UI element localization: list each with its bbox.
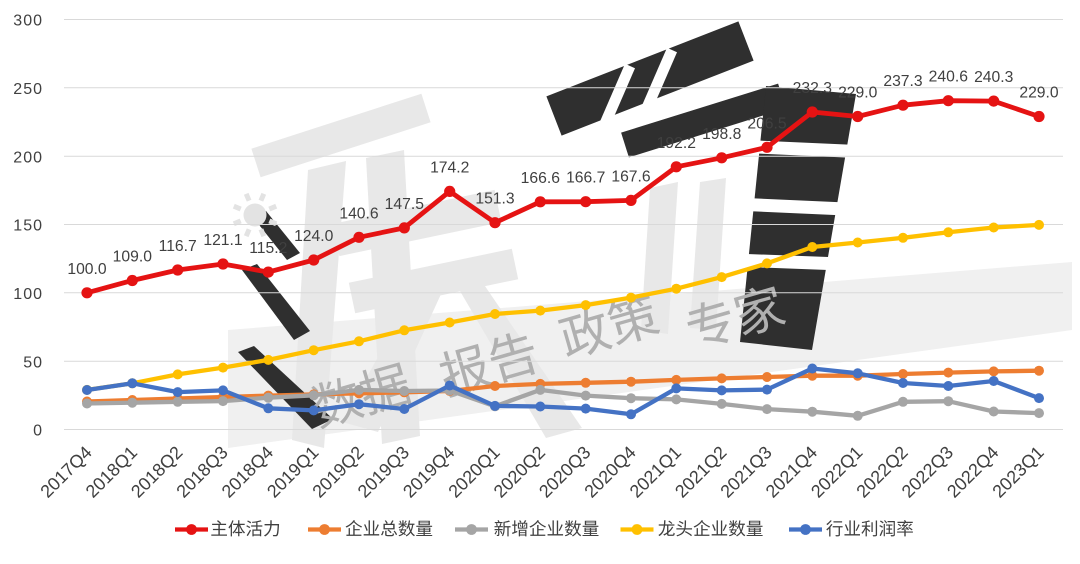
svg-text:300: 300 (13, 13, 43, 30)
svg-text:150: 150 (13, 218, 43, 235)
svg-text:198.8: 198.8 (702, 126, 742, 143)
svg-text:109.0: 109.0 (113, 249, 153, 266)
svg-text:100.0: 100.0 (67, 261, 107, 278)
svg-text:206.5: 206.5 (747, 115, 787, 132)
svg-text:229.0: 229.0 (838, 85, 878, 102)
svg-text:174.2: 174.2 (430, 159, 469, 176)
svg-text:192.2: 192.2 (657, 135, 696, 152)
svg-text:100: 100 (13, 286, 43, 303)
svg-text:151.3: 151.3 (475, 191, 515, 208)
svg-text:240.6: 240.6 (929, 69, 969, 86)
svg-text:50: 50 (23, 354, 43, 371)
svg-text:240.3: 240.3 (974, 69, 1014, 86)
svg-text:147.5: 147.5 (385, 196, 425, 213)
svg-text:200: 200 (13, 149, 43, 166)
svg-text:0: 0 (33, 423, 43, 440)
svg-text:116.7: 116.7 (159, 238, 197, 255)
svg-text:250: 250 (13, 81, 43, 98)
svg-text:115.2: 115.2 (249, 240, 287, 257)
svg-text:140.6: 140.6 (339, 205, 379, 222)
svg-text:166.6: 166.6 (521, 170, 561, 187)
svg-text:124.0: 124.0 (294, 228, 334, 245)
svg-text:167.6: 167.6 (611, 168, 651, 185)
svg-text:237.3: 237.3 (883, 73, 923, 90)
svg-text:121.1: 121.1 (203, 232, 242, 249)
svg-text:166.7: 166.7 (566, 170, 605, 187)
svg-text:229.0: 229.0 (1019, 85, 1059, 102)
svg-text:232.3: 232.3 (793, 80, 833, 97)
